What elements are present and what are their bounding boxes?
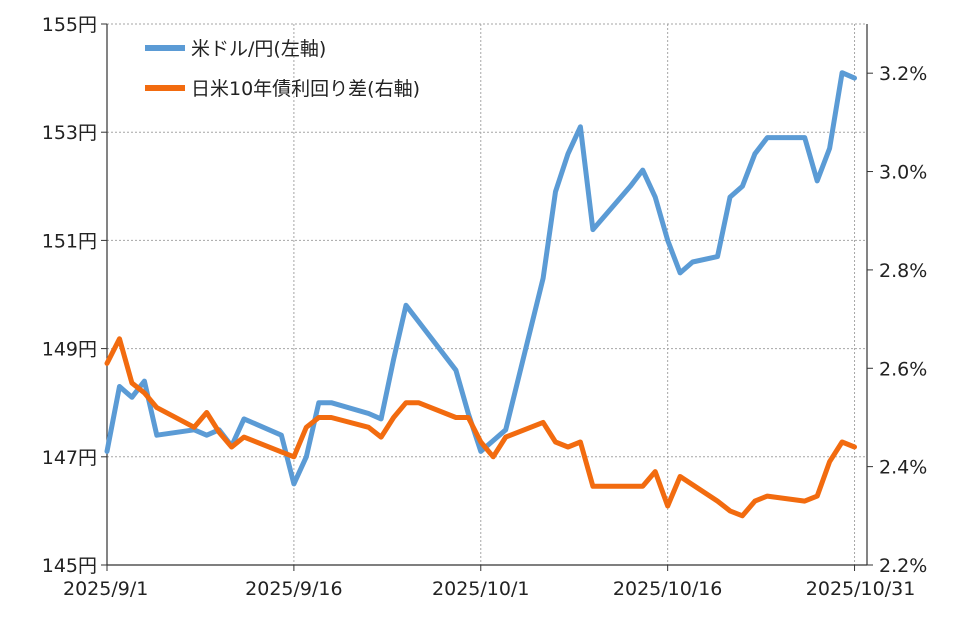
y-left-tick-label: 155円 xyxy=(42,14,97,36)
x-tick-label: 2025/10/1 xyxy=(432,578,529,600)
y-right-tick-label: 2.2% xyxy=(879,555,927,577)
legend: 米ドル/円(左軸) 日米10年債利回り差(右軸) xyxy=(145,38,420,100)
y-right-tick-label: 2.8% xyxy=(879,260,927,282)
yield-spread-line xyxy=(104,336,857,519)
x-tick-label: 2025/9/16 xyxy=(245,578,342,600)
y-right-tick-label: 2.6% xyxy=(879,358,927,380)
y-left-tick-label: 151円 xyxy=(42,230,97,252)
y-left-tick-label: 145円 xyxy=(42,555,97,577)
axes xyxy=(101,23,873,571)
legend-label: 日米10年債利回り差(右軸) xyxy=(191,78,420,100)
y-left-tick-label: 147円 xyxy=(42,447,97,469)
y-left-tick-label: 149円 xyxy=(42,339,97,361)
x-tick-label: 2025/10/31 xyxy=(806,578,916,600)
legend-label: 米ドル/円(左軸) xyxy=(191,38,326,60)
x-tick-label: 2025/10/16 xyxy=(613,578,723,600)
grid xyxy=(106,23,867,565)
series-layer xyxy=(104,70,857,519)
tick-labels: 145円 147円 149円 151円 153円 155円 2.2% 2.4% 2.6% 2.8%… xyxy=(42,14,928,600)
y-right-tick-label: 3.0% xyxy=(879,162,927,184)
usdjpy-line xyxy=(104,70,857,487)
y-right-tick-label: 2.4% xyxy=(879,457,927,479)
y-right-tick-label: 3.2% xyxy=(879,63,927,85)
y-left-tick-label: 153円 xyxy=(42,122,97,144)
x-tick-label: 2025/9/1 xyxy=(63,578,148,600)
